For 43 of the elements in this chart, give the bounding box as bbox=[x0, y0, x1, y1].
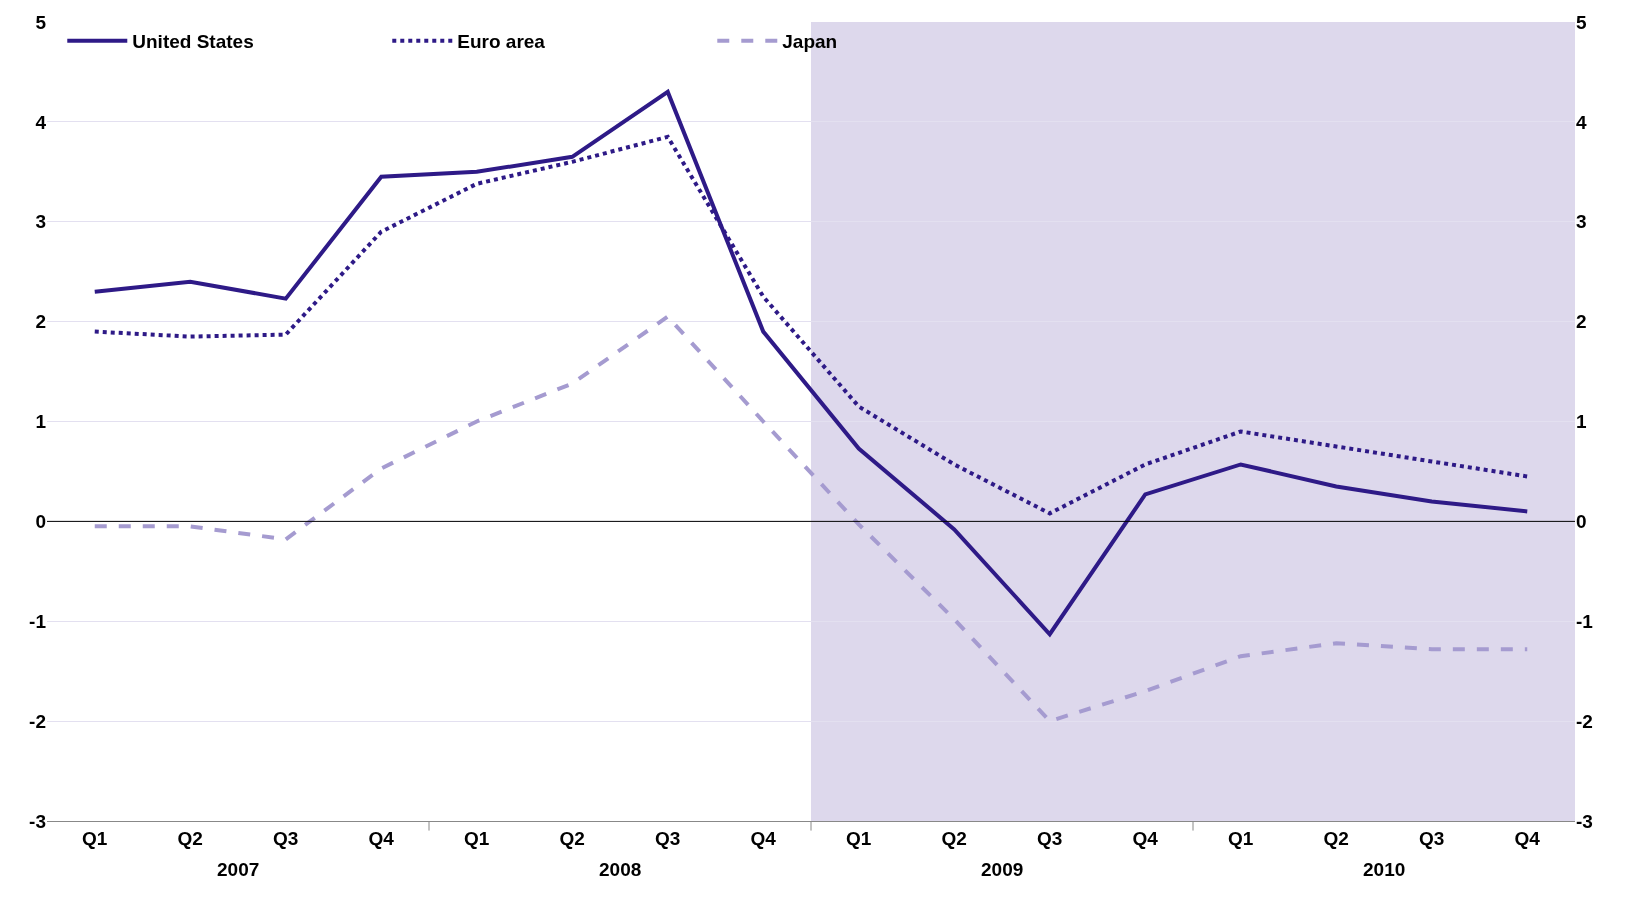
text: 2010 bbox=[1363, 859, 1406, 880]
text: 2009 bbox=[981, 859, 1024, 880]
y2-tick-label: 1 bbox=[1576, 411, 1587, 433]
x-tick-label: Q3 bbox=[1419, 827, 1445, 849]
y2-tick-label: 0 bbox=[1576, 511, 1587, 533]
x-tick-label: Q3 bbox=[273, 827, 299, 849]
x-tick-label: Q1 bbox=[1228, 827, 1254, 849]
y2-tick-label: 2 bbox=[1576, 311, 1587, 333]
y2-tick-label: -3 bbox=[1576, 810, 1593, 832]
x-tick-label: Q2 bbox=[177, 827, 203, 849]
y-tick-label: 0 bbox=[35, 511, 46, 533]
y2-tick-label: 3 bbox=[1576, 211, 1587, 233]
y2-tick-label: 5 bbox=[1576, 11, 1587, 33]
y-tick-label: 4 bbox=[35, 111, 47, 133]
y2-tick-label: 4 bbox=[1576, 111, 1587, 133]
line-series bbox=[92, 89, 1530, 637]
y-tick-label: 1 bbox=[35, 411, 47, 433]
text: 2007 bbox=[217, 859, 260, 880]
x-tick-label: Q4 bbox=[1514, 827, 1541, 849]
y-tick-label: 3 bbox=[35, 211, 46, 233]
x-tick-label: Q3 bbox=[655, 827, 681, 849]
text: 2008 bbox=[599, 859, 642, 880]
legend-label: Japan bbox=[782, 31, 838, 53]
x-tick-label: Q1 bbox=[82, 827, 108, 849]
x-tick-label: Q2 bbox=[1323, 827, 1349, 849]
x-tick-label: Q2 bbox=[559, 827, 585, 849]
x-tick-label: Q4 bbox=[750, 827, 777, 849]
x-tick-label: Q4 bbox=[368, 827, 395, 849]
x-tick-label: Q1 bbox=[846, 827, 872, 849]
y-tick-label: 5 bbox=[35, 11, 47, 33]
legend-label: Euro area bbox=[457, 31, 546, 53]
x-tick-label: Q1 bbox=[464, 827, 490, 849]
line-series bbox=[92, 314, 1530, 724]
x-tick-label: Q2 bbox=[941, 827, 967, 849]
y-tick-label: -3 bbox=[29, 810, 46, 832]
y-tick-label: -2 bbox=[29, 710, 46, 732]
y-tick-label: -1 bbox=[29, 610, 47, 632]
x-tick-label: Q4 bbox=[1132, 827, 1159, 849]
x-tick-label: Q3 bbox=[1037, 827, 1063, 849]
y2-tick-label: -1 bbox=[1576, 610, 1594, 632]
y2-tick-label: -2 bbox=[1576, 710, 1593, 732]
legend-label: United States bbox=[132, 31, 254, 53]
y-tick-label: 2 bbox=[35, 311, 46, 333]
